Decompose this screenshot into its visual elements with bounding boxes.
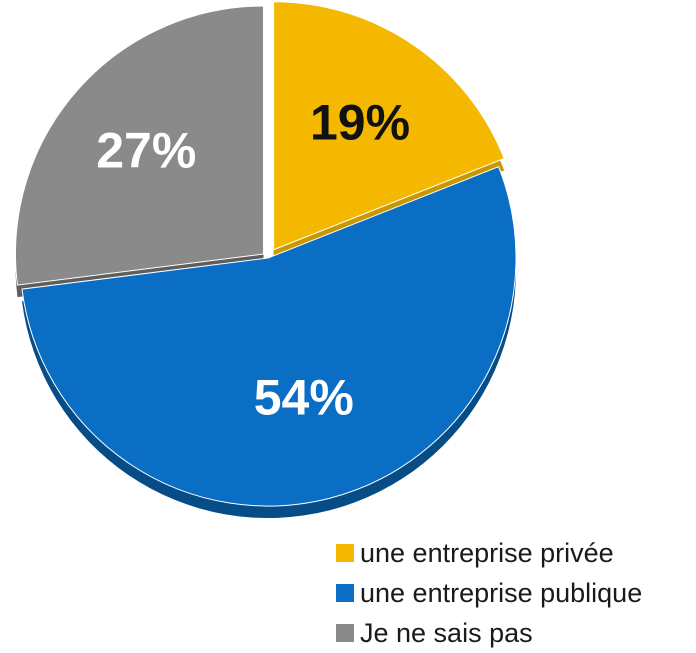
data-label-unknown: 27% <box>96 123 196 179</box>
pie-slice-private <box>273 1 505 251</box>
legend-item-unknown: Je ne sais pas <box>336 613 642 653</box>
legend-swatch-unknown <box>336 624 354 642</box>
legend-swatch-public <box>336 584 354 602</box>
legend-label-public: une entreprise publique <box>360 577 643 608</box>
legend: une entreprise privée une entreprise pub… <box>336 533 642 653</box>
pie-slice-unknown <box>15 5 265 286</box>
data-label-public: 54% <box>254 369 354 425</box>
pie-slices <box>15 1 517 507</box>
pie-slice-public <box>21 166 517 507</box>
pie-data-labels: 19% 54% 27% <box>96 95 410 426</box>
legend-label-unknown: Je ne sais pas <box>360 617 533 648</box>
legend-label-private: une entreprise privée <box>360 537 614 568</box>
legend-item-public: une entreprise publique <box>336 573 642 613</box>
data-label-private: 19% <box>310 95 410 151</box>
legend-swatch-private <box>336 544 354 562</box>
legend-item-private: une entreprise privée <box>336 533 642 573</box>
